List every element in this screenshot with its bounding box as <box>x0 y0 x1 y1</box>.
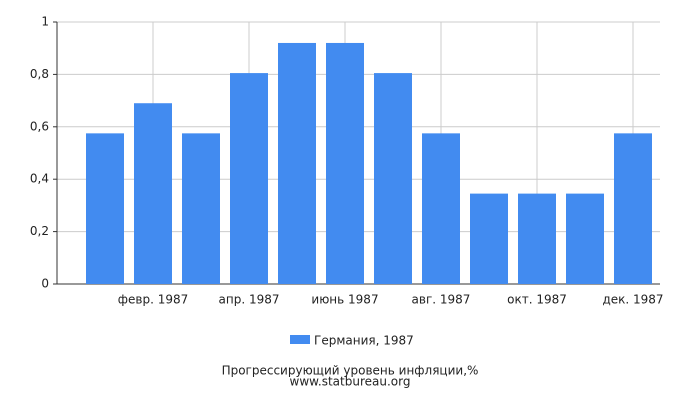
y-tick-label: 0 <box>41 277 49 291</box>
bar <box>182 133 220 284</box>
x-tick-label: дек. 1987 <box>602 293 663 307</box>
bar <box>566 193 604 284</box>
y-tick-label: 1 <box>41 15 49 29</box>
x-tick-label: апр. 1987 <box>219 293 280 307</box>
legend-swatch <box>290 335 310 344</box>
x-tick-label: июнь 1987 <box>311 293 378 307</box>
bar <box>614 133 652 284</box>
y-tick-label: 0,4 <box>30 172 49 186</box>
y-tick-label: 0,6 <box>30 119 49 133</box>
bar <box>518 193 556 284</box>
x-tick-label: авг. 1987 <box>412 293 471 307</box>
chart-subtitle: www.statbureau.org <box>290 375 411 389</box>
bar <box>470 193 508 284</box>
x-tick-label: февр. 1987 <box>118 293 189 307</box>
y-tick-label: 0,2 <box>30 224 49 238</box>
bar <box>374 73 412 284</box>
bar <box>134 103 172 284</box>
bar <box>278 42 316 285</box>
bar <box>86 133 124 284</box>
legend-label: Германия, 1987 <box>314 334 414 348</box>
chart-title: Прогрессирующий уровень инфляции,% <box>222 364 479 378</box>
y-tick-label: 0,8 <box>30 67 49 81</box>
bar <box>326 42 364 285</box>
bar <box>422 133 460 284</box>
x-tick-label: окт. 1987 <box>507 293 567 307</box>
bar <box>230 73 268 284</box>
